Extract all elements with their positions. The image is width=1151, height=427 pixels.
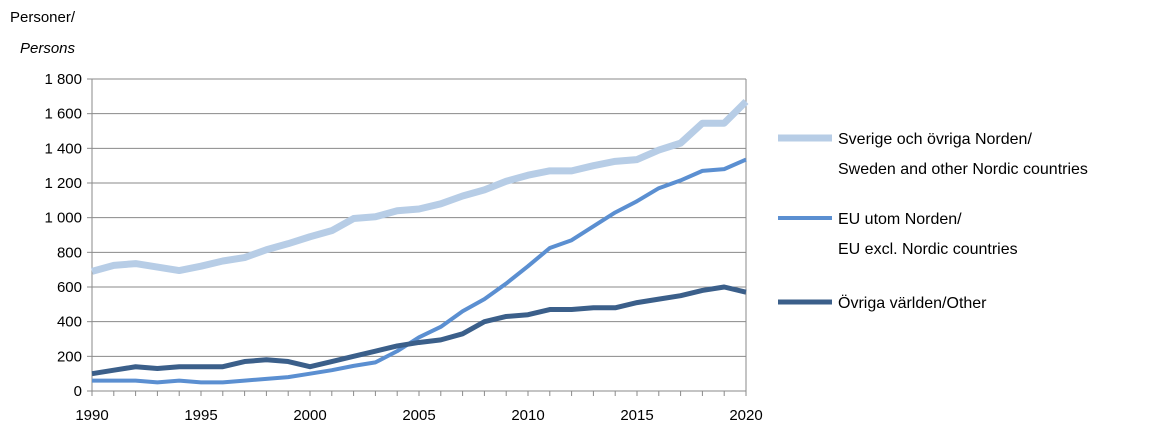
y-tick-label: 200 (57, 348, 82, 365)
legend: Sverige och övriga Norden/Sweden and oth… (778, 131, 1088, 312)
series-lines (91, 99, 749, 385)
y-tick-label: 1 400 (44, 140, 82, 157)
gridlines (92, 78, 746, 357)
legend-label-2-line2: EU excl. Nordic countries (838, 241, 1018, 258)
series-line-3 (91, 284, 747, 377)
x-tick-label: 2020 (729, 407, 762, 424)
y-tick-labels: 0 200 400 600 800 1 000 1 200 1 400 1 600 1 800 (44, 71, 82, 400)
series-line-2 (92, 157, 747, 385)
legend-label-1: Sverige och övriga Norden/ (838, 131, 1032, 148)
x-tick-label: 2015 (620, 407, 653, 424)
y-tick-label: 1 200 (44, 175, 82, 192)
y-tick-label: 0 (74, 383, 82, 400)
legend-label-1-line2: Sweden and other Nordic countries (838, 161, 1088, 178)
y-tick-label: 400 (57, 314, 82, 331)
legend-label-2: EU utom Norden/ (838, 211, 962, 228)
x-tick-label: 2010 (511, 407, 544, 424)
y-tick-label: 1 600 (44, 106, 82, 123)
x-tick-labels: 1990 1995 2000 2005 2010 2015 2020 (75, 407, 762, 424)
series-line-1 (91, 99, 749, 275)
y-tick-label: 800 (57, 244, 82, 261)
axes (87, 78, 747, 396)
x-tick-label: 2000 (293, 407, 326, 424)
x-tick-label: 2005 (402, 407, 435, 424)
legend-label-3: Övriga världen/Other (838, 294, 987, 312)
y-axis-label: Personer/ (10, 9, 76, 26)
y-axis-label-en: Persons (20, 40, 76, 57)
y-tick-label: 1 000 (44, 210, 82, 227)
y-tick-label: 600 (57, 279, 82, 296)
y-tick-label: 1 800 (44, 71, 82, 88)
x-tick-label: 1995 (184, 407, 217, 424)
x-tick-label: 1990 (75, 407, 108, 424)
